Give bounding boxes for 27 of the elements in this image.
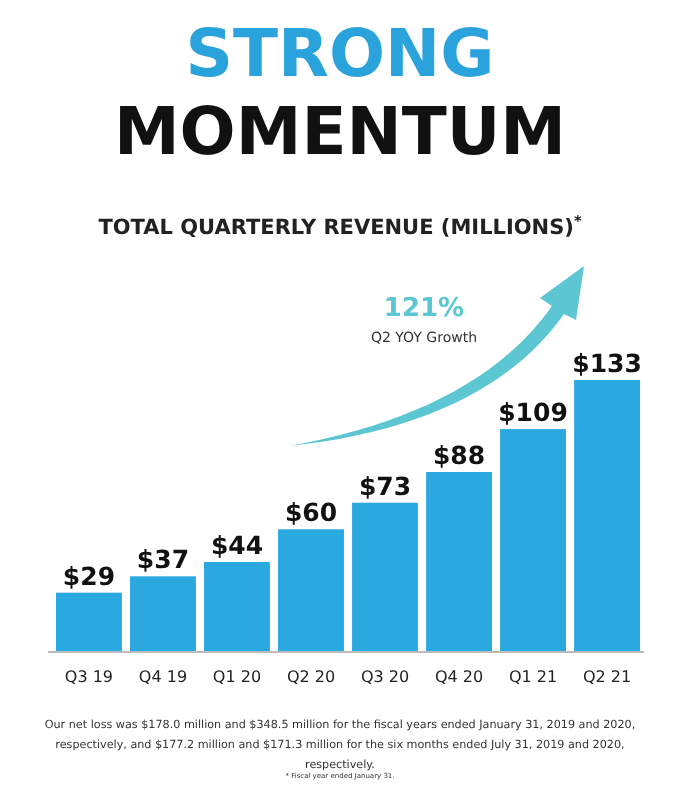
x-tick-label: Q2 20 xyxy=(286,668,336,686)
bar xyxy=(426,472,492,652)
data-label: $73 xyxy=(358,470,412,501)
x-tick-label: Q3 20 xyxy=(360,668,410,686)
data-label: $109 xyxy=(498,397,568,428)
bar xyxy=(130,576,196,652)
chart-subtitle: TOTAL QUARTERLY REVENUE (MILLIONS)$^{*}$ xyxy=(98,211,582,240)
data-label: $44 xyxy=(210,530,264,561)
data-label: $29 xyxy=(62,560,116,591)
x-tick-label: Q4 20 xyxy=(434,668,484,686)
text: 121% xyxy=(383,294,465,324)
bar xyxy=(500,429,566,652)
bar xyxy=(278,529,344,652)
x-tick-label: Q1 20 xyxy=(212,668,262,686)
x-tick-label: Q3 19 xyxy=(64,668,114,686)
bar xyxy=(574,380,640,652)
x-tick-label: Q4 19 xyxy=(138,668,188,686)
data-label: $60 xyxy=(284,497,338,528)
x-tick-label: Q1 21 xyxy=(508,668,558,686)
data-label: $88 xyxy=(432,440,486,471)
chart-title: STRONG MOMENTUM xyxy=(113,14,567,170)
data-label: $37 xyxy=(136,544,190,575)
bar xyxy=(56,592,122,652)
bar xyxy=(352,502,418,652)
bar xyxy=(204,562,270,652)
data-label: $133 xyxy=(572,348,642,378)
x-tick-label: Q2 21 xyxy=(582,668,632,686)
